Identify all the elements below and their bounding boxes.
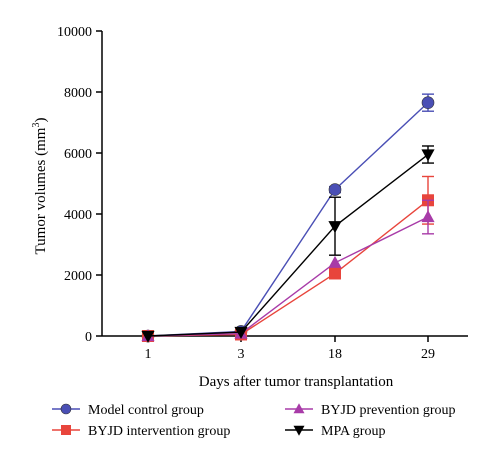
legend-marker (61, 425, 71, 435)
legend-label: MPA group (321, 424, 385, 439)
x-tick-label: 3 (238, 347, 245, 362)
legend-marker (60, 403, 72, 415)
data-point (421, 149, 435, 162)
data-point (234, 326, 248, 339)
series-line (147, 216, 429, 337)
y-axis-label-superscript: 3 (31, 123, 42, 128)
y-tick-label: 10000 (57, 25, 92, 40)
y-tick-label: 0 (85, 330, 92, 345)
x-tick-label: 29 (421, 347, 435, 362)
legend-label: BYJD intervention group (88, 424, 230, 439)
legend: Model control group BYJD intervention gro… (52, 403, 456, 439)
y-tick-label: 2000 (64, 269, 92, 284)
series-line (147, 153, 429, 337)
legend-marker (293, 425, 305, 436)
legend-label: BYJD prevention group (321, 403, 456, 418)
y-tick-label: 4000 (64, 208, 92, 223)
legend-item: MPA group (285, 424, 385, 439)
data-point (328, 221, 342, 234)
data-point (328, 183, 342, 196)
legend-label: Model control group (88, 403, 204, 418)
x-tick-label: 1 (145, 347, 152, 362)
series-line (147, 102, 429, 337)
series-layer (141, 93, 435, 343)
legend-item: BYJD prevention group (285, 403, 456, 418)
series-mpa-group (141, 145, 435, 343)
data-point (421, 210, 435, 223)
series-line (147, 199, 429, 337)
legend-item: Model control group (52, 403, 204, 418)
series-byjd-prevention-group (141, 199, 435, 342)
legend-marker (293, 403, 305, 414)
axes (101, 31, 468, 337)
data-point (141, 330, 155, 343)
y-tick-label: 8000 (64, 86, 92, 101)
series-byjd-intervention-group (142, 175, 434, 342)
x-axis-label: Days after tumor transplantation (199, 374, 394, 390)
series-model-control-group (141, 93, 435, 343)
y-axis-label: Tumor volumes (mm3) (31, 118, 49, 255)
y-axis-ticks: 0 2000 4000 6000 8000 10000 (57, 25, 102, 345)
data-point (329, 267, 341, 280)
y-tick-label: 6000 (64, 147, 92, 162)
x-axis-ticks: 1 3 18 29 (145, 336, 435, 362)
data-point (328, 255, 342, 268)
x-tick-label: 18 (328, 347, 342, 362)
data-point (421, 96, 435, 109)
legend-item: BYJD intervention group (52, 424, 230, 439)
